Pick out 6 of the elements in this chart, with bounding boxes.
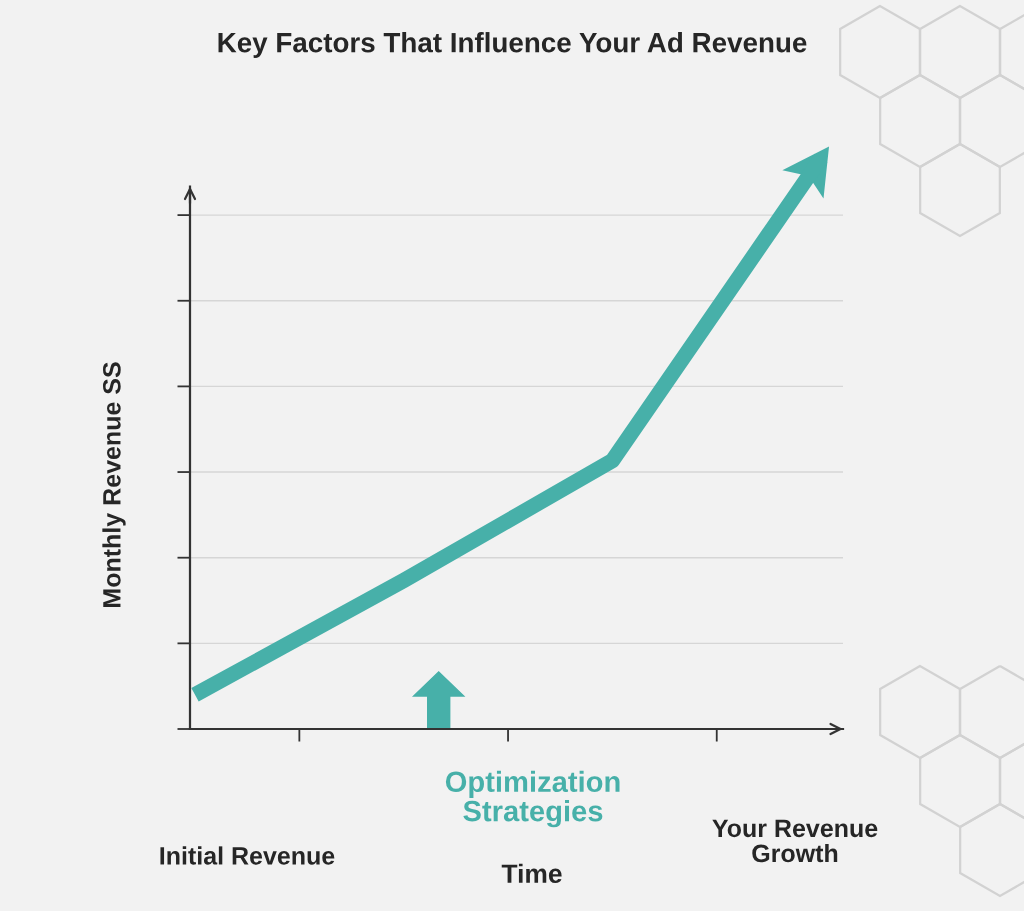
y-axis-title: Monthly Revenue SS — [102, 362, 126, 607]
text: Your Revenue Growth — [712, 819, 878, 863]
text: Time — [501, 863, 562, 884]
text: Optimization Strategies — [445, 770, 620, 828]
text: Initial Revenue — [160, 846, 335, 865]
chart-title: Key Factors That Influence Your Ad Revenue — [218, 32, 807, 58]
